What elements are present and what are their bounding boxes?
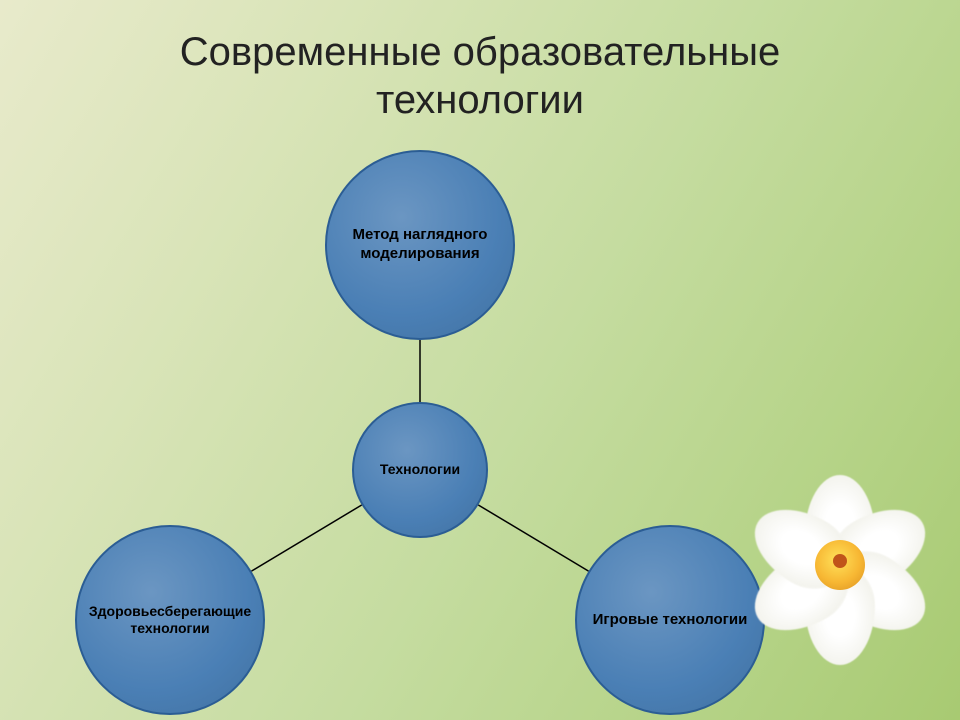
edge bbox=[251, 505, 361, 571]
node-label: Технологии bbox=[380, 461, 460, 479]
node-label: Метод наглядного моделирования bbox=[337, 226, 503, 264]
node-label: Здоровьесберегающие технологии bbox=[87, 603, 253, 638]
diagram-node-left: Здоровьесберегающие технологии bbox=[75, 525, 265, 715]
edge bbox=[478, 505, 588, 571]
slide: Современные образовательные технологии Т… bbox=[0, 0, 960, 720]
slide-title: Современные образовательные технологии bbox=[0, 28, 960, 124]
node-label: Игровые технологии bbox=[593, 611, 748, 630]
flower-decoration bbox=[750, 470, 930, 650]
diagram-node-top: Метод наглядного моделирования bbox=[325, 150, 515, 340]
diagram-node-right: Игровые технологии bbox=[575, 525, 765, 715]
diagram-node-center: Технологии bbox=[352, 402, 488, 538]
